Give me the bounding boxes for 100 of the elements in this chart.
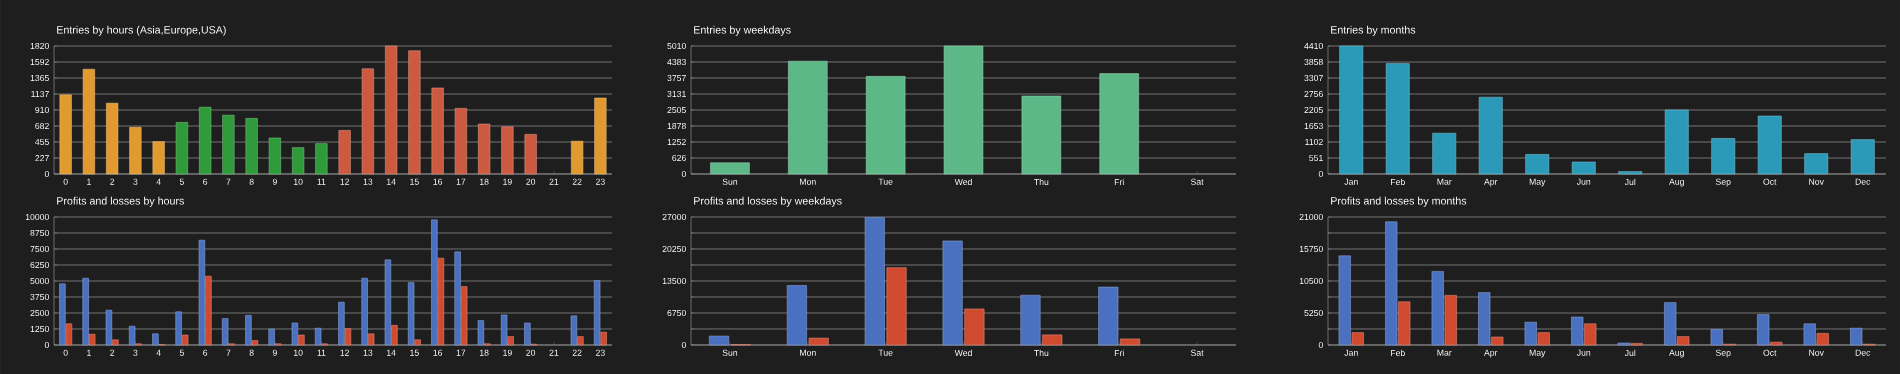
bar <box>222 114 235 175</box>
x-tick-label: 16 <box>433 349 443 356</box>
bar <box>1444 295 1457 346</box>
x-tick-label: Jul <box>1624 178 1636 186</box>
bar <box>112 339 119 346</box>
x-tick-label: Sat <box>1190 178 1204 185</box>
bar <box>1664 302 1677 346</box>
x-tick-label: Thu <box>1034 178 1049 186</box>
bar <box>407 282 415 346</box>
bar <box>786 285 807 346</box>
bar <box>414 339 421 346</box>
x-tick-label: 18 <box>479 178 489 185</box>
bar <box>175 311 182 346</box>
x-tick-label: 21 <box>549 178 559 185</box>
bar <box>1099 73 1139 175</box>
x-tick-label: Sep <box>1715 349 1731 358</box>
y-tick-label: 27000 <box>662 213 686 221</box>
chart-title: Profits and losses by weekdays <box>694 196 842 207</box>
x-tick-label: 13 <box>363 178 373 185</box>
bar <box>478 123 491 175</box>
bar <box>292 147 305 175</box>
x-tick-label: 0 <box>63 349 68 356</box>
bar <box>315 143 328 175</box>
x-tick-label: Jun <box>1576 349 1591 356</box>
bar <box>1757 115 1782 175</box>
x-tick-label: 4 <box>156 178 161 185</box>
x-tick-label: 10 <box>294 349 303 356</box>
bar <box>152 141 165 175</box>
x-tick-label: 7 <box>226 178 231 185</box>
y-tick-label: 0 <box>44 341 49 349</box>
y-tick-label: 8750 <box>30 229 49 237</box>
y-tick-label: 5000 <box>30 277 49 285</box>
y-tick-label: 0 <box>681 170 686 178</box>
x-tick-label: May <box>1529 178 1546 187</box>
y-tick-label: 551 <box>1309 154 1323 162</box>
bar <box>577 336 584 346</box>
x-tick-label: 9 <box>272 349 277 356</box>
y-tick-label: 626 <box>672 154 686 162</box>
bar <box>367 333 375 346</box>
x-tick-label: 16 <box>433 178 443 185</box>
x-tick-label: 22 <box>572 349 582 356</box>
x-tick-label: 11 <box>317 349 326 356</box>
x-tick-label: Fri <box>1114 178 1124 185</box>
bar <box>88 333 96 346</box>
bar <box>1677 336 1690 346</box>
y-tick-label: 1653 <box>1304 122 1323 130</box>
x-tick-label: Mar <box>1437 349 1452 356</box>
y-tick-label: 2205 <box>1304 106 1323 114</box>
x-tick-label: 5 <box>179 349 184 356</box>
x-tick-label: Sat <box>1190 349 1204 356</box>
x-tick-label: Feb <box>1390 178 1405 186</box>
y-tick-label: 21000 <box>1299 213 1323 221</box>
bar <box>1020 294 1041 346</box>
bar <box>1431 271 1444 346</box>
bar <box>1525 154 1550 175</box>
x-tick-label: 5 <box>179 178 184 185</box>
chart-title: Entries by months <box>1331 25 1416 36</box>
x-tick-label: Oct <box>1763 178 1777 185</box>
y-tick-label: 0 <box>681 341 686 349</box>
x-tick-label: Fri <box>1114 349 1124 356</box>
bar <box>1478 96 1503 175</box>
y-tick-label: 3750 <box>30 293 49 301</box>
y-tick-label: 1252 <box>667 138 686 146</box>
bar <box>1338 255 1351 346</box>
bar <box>1710 329 1723 346</box>
bar <box>886 267 907 346</box>
x-tick-label: Apr <box>1484 178 1498 187</box>
bar <box>437 257 445 346</box>
y-tick-label: 7500 <box>30 245 49 253</box>
x-tick-label: Mar <box>1437 178 1452 185</box>
bar <box>500 314 508 346</box>
y-tick-label: 2756 <box>1304 90 1323 98</box>
x-tick-label: 6 <box>203 178 208 185</box>
bar <box>338 301 345 346</box>
bar <box>152 333 159 346</box>
y-tick-label: 1102 <box>1305 138 1323 146</box>
x-tick-label: Feb <box>1390 349 1405 357</box>
bar <box>1120 338 1141 346</box>
bar <box>1850 139 1875 175</box>
bar <box>314 327 322 346</box>
bar <box>571 140 584 175</box>
x-tick-label: 17 <box>456 349 466 356</box>
y-tick-label: 0 <box>44 170 49 178</box>
x-tick-label: 8 <box>249 349 254 356</box>
bar <box>1770 341 1783 346</box>
bar <box>1816 333 1829 346</box>
y-tick-label: 4410 <box>1304 42 1323 50</box>
y-tick-label: 10500 <box>1299 277 1323 285</box>
x-tick-label: 15 <box>410 178 419 185</box>
y-tick-label: 1365 <box>30 74 49 82</box>
bar <box>385 45 398 175</box>
bar <box>1664 109 1689 175</box>
x-tick-label: Apr <box>1484 349 1498 358</box>
bar <box>431 87 444 175</box>
bar <box>1385 63 1410 175</box>
y-tick-label: 6750 <box>667 309 686 317</box>
y-tick-label: 15750 <box>1299 245 1323 253</box>
x-tick-label: 20 <box>526 349 536 356</box>
bar <box>221 318 229 346</box>
y-tick-label: 1137 <box>31 90 49 98</box>
